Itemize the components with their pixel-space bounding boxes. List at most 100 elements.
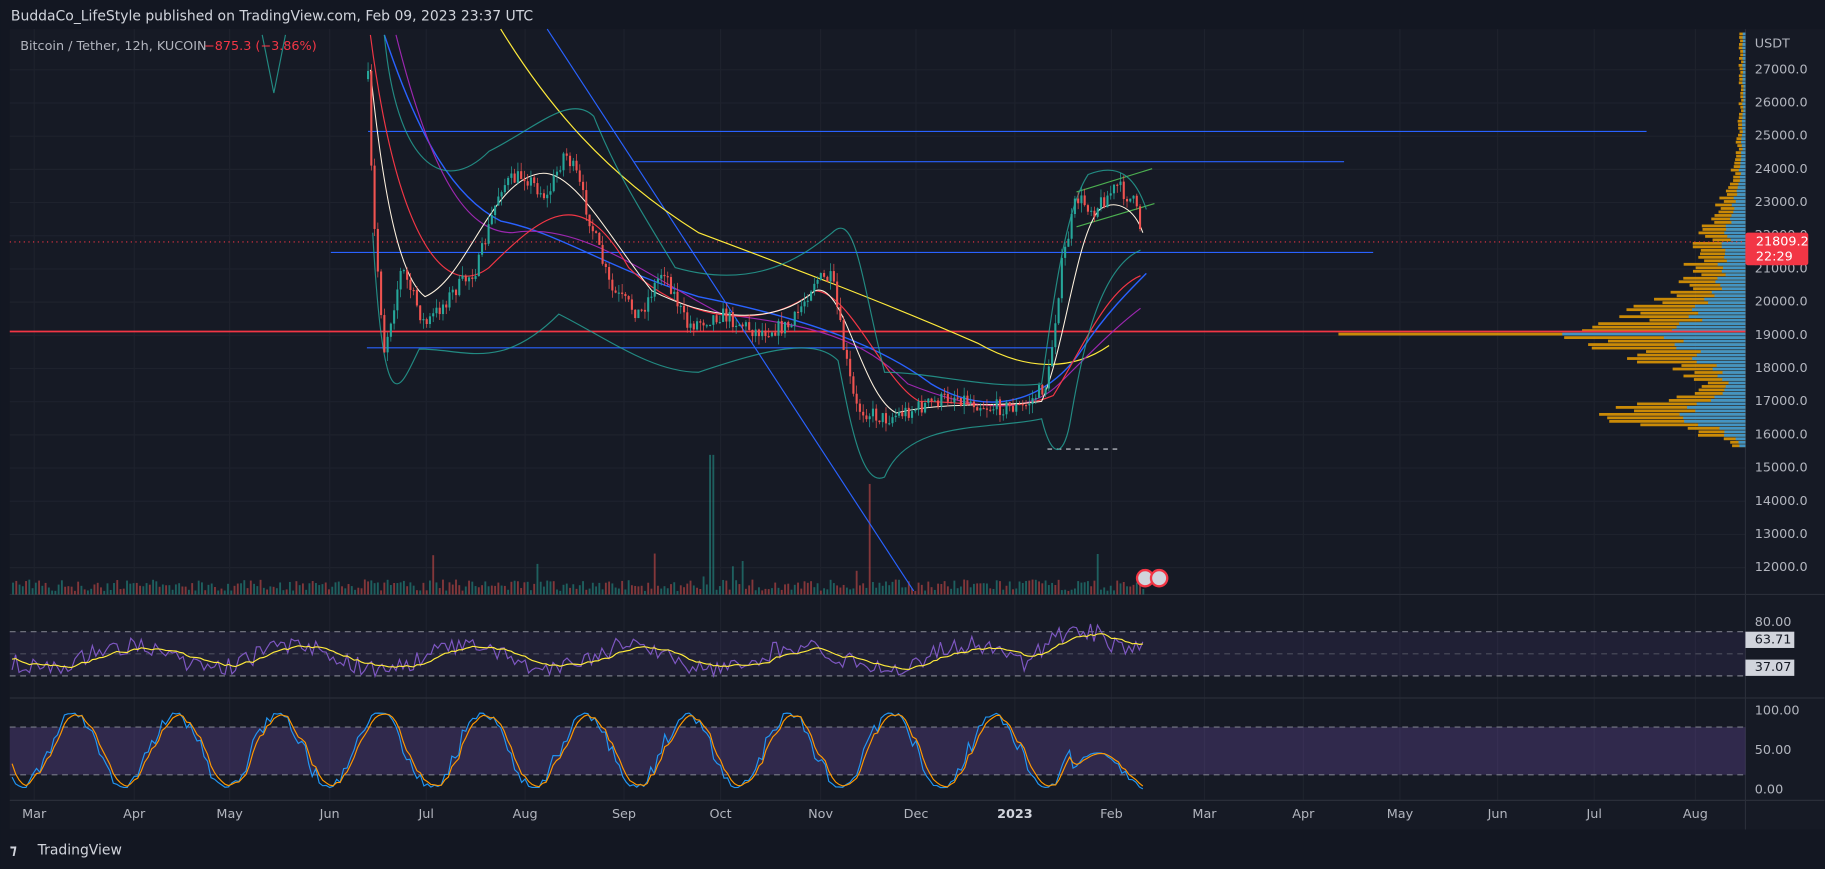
candle-body: [546, 194, 549, 199]
candle-body: [536, 183, 539, 195]
candle-body: [1057, 298, 1060, 324]
candle-body: [1096, 208, 1099, 217]
brand-name[interactable]: TradingView: [37, 842, 122, 858]
candle-body: [399, 270, 402, 290]
profile-bar: [1742, 123, 1746, 127]
volume-bar: [780, 589, 783, 595]
volume-bar: [438, 588, 441, 595]
volume-bar: [663, 586, 666, 595]
candle-body: [914, 409, 917, 412]
volume-bar: [718, 586, 721, 595]
volume-bar: [826, 589, 829, 595]
profile-bar: [1640, 311, 1746, 315]
candle-body: [497, 196, 500, 206]
currency-label: USDT: [1755, 37, 1790, 52]
volume-bar: [595, 586, 598, 595]
profile-bar: [1724, 430, 1746, 434]
price-change: −875.3 (−3.86%): [204, 39, 317, 54]
volume-bar: [862, 583, 865, 595]
volume-bar: [748, 585, 751, 595]
candle-body: [523, 178, 526, 182]
candle-body: [897, 412, 901, 416]
profile-bar: [1730, 168, 1746, 172]
event-icon[interactable]: [1149, 568, 1169, 588]
candle-body: [933, 400, 936, 402]
profile-bar: [1735, 158, 1746, 162]
candle-body: [924, 402, 927, 413]
profile-bar: [1742, 147, 1746, 151]
candle-body: [751, 329, 754, 337]
candle-body: [878, 420, 881, 423]
candle-body: [865, 415, 868, 420]
candle-body: [614, 290, 617, 293]
profile-bar: [1663, 336, 1746, 339]
volume-bar: [246, 588, 249, 595]
volume-bar: [832, 583, 835, 595]
candle-body: [901, 412, 904, 417]
candle-body: [1135, 195, 1138, 207]
volume-bar: [754, 590, 757, 595]
volume-bar: [588, 588, 591, 595]
candle-body: [783, 321, 787, 334]
volume-bar: [621, 580, 624, 595]
candle-body: [627, 296, 630, 300]
candle-body: [373, 165, 376, 229]
volume-bar: [956, 588, 959, 595]
volume-bar: [161, 584, 164, 595]
profile-bar: [1739, 57, 1746, 60]
price-label: 13000.0: [1755, 527, 1808, 542]
candle-body: [696, 321, 699, 330]
time-label: Mar: [22, 807, 47, 822]
candle-body: [849, 358, 852, 377]
volume-bar: [562, 584, 565, 595]
candle-body: [422, 319, 425, 321]
candle-body: [810, 291, 813, 301]
candle-body: [1080, 195, 1083, 204]
volume-bar: [758, 587, 760, 595]
profile-bar: [1698, 430, 1746, 434]
volume-bar: [344, 588, 347, 595]
volume-bar: [520, 588, 523, 595]
profile-bar: [1684, 419, 1746, 423]
channel-line: [1076, 168, 1153, 193]
time-label: Apr: [1292, 807, 1315, 822]
profile-bar: [1712, 238, 1746, 242]
stoch-label: 100.00: [1755, 703, 1800, 718]
volume-bar: [751, 579, 754, 595]
candle-body: [611, 279, 614, 291]
candle-body: [396, 289, 399, 311]
volume-bar: [1015, 588, 1018, 595]
volume-bar: [217, 590, 220, 595]
profile-bar: [1729, 182, 1746, 186]
volume-bar: [145, 583, 148, 595]
profile-bar: [1743, 95, 1746, 99]
candle-body: [1106, 195, 1109, 208]
candle-body: [839, 306, 842, 321]
profile-bar: [1739, 444, 1746, 448]
profile-bar: [1654, 297, 1746, 301]
volume-bar: [181, 586, 184, 595]
profile-bar: [1717, 276, 1746, 280]
trend-line: [546, 28, 915, 592]
volume-bar: [1126, 586, 1128, 595]
profile-bar: [1741, 98, 1746, 102]
volume-bar: [845, 587, 848, 595]
profile-bar: [1698, 311, 1746, 315]
candle-body: [712, 315, 715, 325]
symbol-legend[interactable]: Bitcoin / Tether, 12h, KUCOIN: [20, 39, 206, 54]
candle-body: [477, 254, 480, 277]
candle-body: [572, 160, 575, 167]
volume-bar: [350, 586, 353, 595]
candle-body: [591, 226, 594, 232]
price-label: 23000.0: [1755, 195, 1808, 210]
volume-bar: [432, 555, 435, 595]
profile-bar: [1633, 304, 1746, 308]
publish-info: BuddaCo_LifeStyle published on TradingVi…: [11, 8, 533, 24]
volume-bar: [725, 580, 728, 595]
candle-body: [689, 323, 692, 328]
profile-bar: [1715, 280, 1746, 284]
volume-bar: [614, 587, 617, 595]
candle-body: [1090, 210, 1093, 212]
price-label: 26000.0: [1755, 95, 1808, 110]
profile-bar: [1739, 43, 1746, 46]
